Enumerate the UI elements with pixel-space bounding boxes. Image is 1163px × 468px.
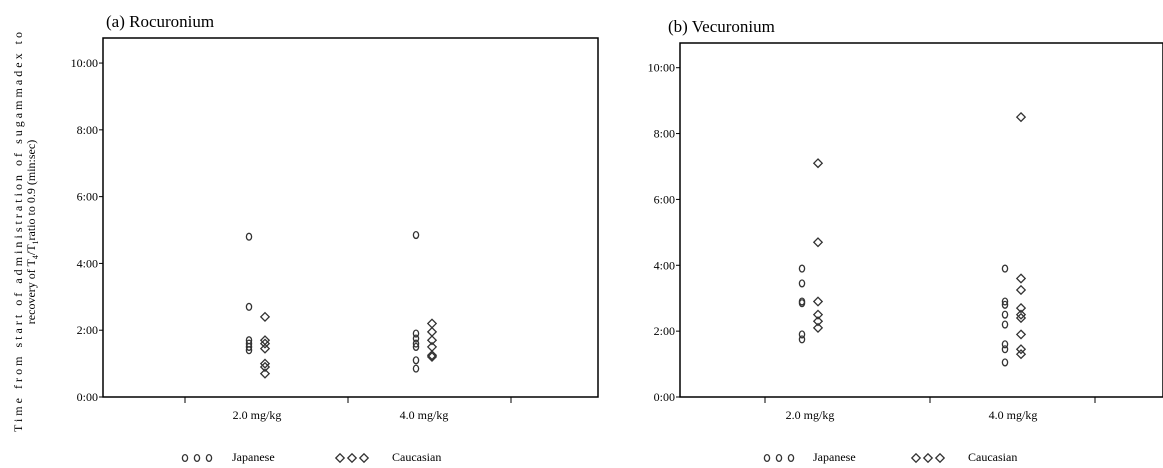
legend: Japanese Caucasian (763, 450, 1017, 464)
y-tick-label: 4:00 (77, 256, 98, 270)
point-japanese (412, 364, 420, 373)
x-tick-label: 4.0 mg/kg (989, 408, 1038, 422)
x-tick-label: 2.0 mg/kg (233, 408, 282, 422)
legend-marker-japanese (205, 453, 213, 463)
point-japanese (798, 279, 806, 288)
point-japanese (412, 334, 420, 343)
panel-rocuronium: (a) Rocuronium 0:00 2:00 4:00 6:00 8:00 10:00 2… (71, 12, 599, 464)
legend-marker-caucasian (346, 452, 358, 464)
point-japanese (798, 335, 806, 344)
point-japanese (1001, 340, 1009, 349)
y-tick-label: 10:00 (71, 56, 98, 70)
point-japanese (798, 299, 806, 308)
legend-marker-japanese (787, 453, 795, 463)
point-caucasian (1015, 329, 1027, 340)
point-caucasian (1015, 302, 1027, 314)
x-tick-label: 2.0 mg/kg (786, 408, 835, 422)
legend-marker-japanese (763, 453, 771, 463)
point-japanese (1001, 297, 1009, 306)
point-caucasian (1015, 284, 1027, 296)
chart-title: (a) Rocuronium (106, 12, 214, 31)
point-japanese (412, 230, 420, 240)
point-caucasian (426, 335, 438, 346)
point-caucasian (812, 316, 824, 327)
point-caucasian (259, 311, 271, 322)
legend-label-japanese: Japanese (813, 450, 856, 464)
point-caucasian (1015, 273, 1027, 284)
point-caucasian (812, 158, 824, 169)
point-japanese (1001, 300, 1009, 309)
plot-frame (102, 37, 599, 398)
point-japanese (245, 342, 253, 351)
legend: Japanese Caucasian (181, 450, 441, 464)
point-japanese (1001, 358, 1009, 367)
point-japanese (798, 264, 806, 273)
plot-frame (679, 42, 1163, 398)
point-japanese (412, 339, 420, 348)
legend-marker-japanese (181, 453, 189, 463)
point-caucasian (426, 351, 438, 363)
y-tick-label: 8:00 (654, 127, 675, 141)
x-tick-label: 4.0 mg/kg (400, 408, 449, 422)
legend-marker-caucasian (934, 452, 946, 464)
legend-marker-caucasian (922, 452, 934, 464)
point-japanese (245, 346, 253, 355)
legend-label-caucasian: Caucasian (968, 450, 1017, 464)
point-japanese (1001, 320, 1009, 329)
point-caucasian (1015, 111, 1027, 123)
legend-label-japanese: Japanese (232, 450, 275, 464)
point-caucasian (259, 358, 271, 369)
legend-marker-caucasian (334, 452, 346, 464)
point-japanese (245, 302, 253, 311)
legend-marker-japanese (775, 453, 783, 463)
point-japanese (412, 329, 420, 338)
point-caucasian (812, 237, 824, 248)
point-japanese (412, 356, 420, 365)
point-caucasian (812, 322, 824, 333)
y-tick-label: 6:00 (654, 192, 675, 206)
point-japanese (245, 232, 253, 241)
point-caucasian (812, 309, 824, 320)
point-japanese (1001, 264, 1009, 273)
point-caucasian (1015, 309, 1027, 320)
point-japanese (1001, 310, 1009, 319)
y-tick-label: 2:00 (654, 324, 675, 338)
legend-label-caucasian: Caucasian (392, 450, 441, 464)
panel-vecuronium: (b) Vecuronium 0:00 2:00 4:00 6:00 8:00 10:00 2… (648, 17, 1163, 464)
point-caucasian (259, 343, 271, 354)
point-caucasian (259, 338, 271, 349)
y-tick-label: 4:00 (654, 258, 675, 272)
y-axis-label-line2: recovery of T4/T1ratio to 0.9 (min:sec) (24, 140, 40, 324)
y-tick-label: 0:00 (654, 390, 675, 404)
legend-marker-caucasian (358, 452, 370, 464)
point-japanese (798, 330, 806, 339)
point-japanese (412, 342, 420, 351)
point-caucasian (1015, 312, 1027, 324)
y-tick-label: 8:00 (77, 123, 98, 137)
point-caucasian (426, 318, 438, 329)
chart-title: (b) Vecuronium (668, 17, 775, 36)
legend-marker-caucasian (910, 452, 922, 464)
y-tick-label: 10:00 (648, 61, 675, 75)
point-caucasian (259, 361, 271, 373)
point-caucasian (812, 296, 824, 307)
legend-marker-japanese (193, 453, 201, 463)
point-japanese (1001, 345, 1009, 354)
y-tick-label: 6:00 (77, 190, 98, 204)
point-caucasian (426, 350, 438, 361)
point-caucasian (1015, 349, 1027, 360)
y-tick-label: 0:00 (77, 390, 98, 404)
y-tick-label: 2:00 (77, 323, 98, 337)
point-caucasian (1015, 344, 1027, 355)
y-axis-label-line1: Time from start of administration of sug… (11, 32, 25, 432)
point-caucasian (259, 368, 271, 379)
point-caucasian (426, 326, 438, 337)
y-axis-label: Time from start of administration of sug… (11, 32, 40, 432)
